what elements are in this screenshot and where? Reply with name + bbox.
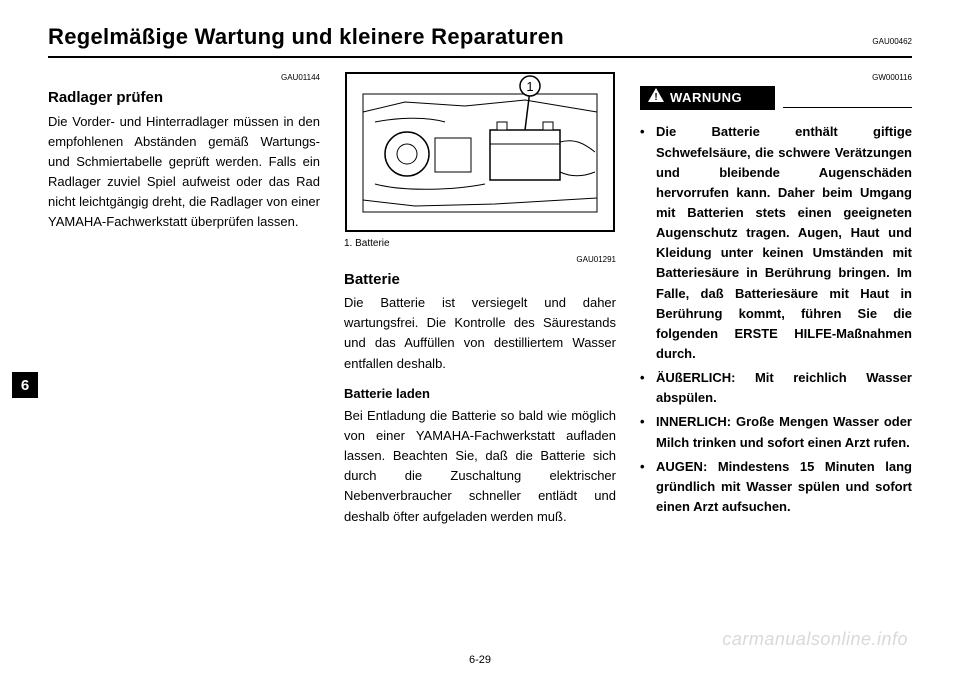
content-columns: GAU01144 Radlager prüfen Die Vorder- und…	[48, 72, 912, 612]
warning-bullet: ÄUßERLICH: Mit reichlich Wasser abspülen…	[640, 368, 912, 408]
chapter-tab: 6	[12, 372, 38, 398]
section-body: Bei Entladung die Batterie so bald wie m…	[344, 406, 616, 527]
warning-badge: ! WARNUNG	[640, 86, 775, 110]
battery-figure: 1	[344, 72, 616, 232]
section-heading-batterie: Batterie	[344, 268, 616, 291]
section-code: GAU01144	[48, 72, 320, 84]
column-2: 1 1. Batterie GAU01291 Batterie Die Batt…	[344, 72, 616, 612]
section-body: Die Batterie ist versiegelt und daher wa…	[344, 293, 616, 374]
section-body: Die Vorder- und Hinterradlager müssen in…	[48, 112, 320, 233]
section-heading-radlager: Radlager prüfen	[48, 86, 320, 109]
figure-caption: 1. Batterie	[344, 236, 616, 252]
warning-bullet: AUGEN: Mindestens 15 Minuten lang gründl…	[640, 457, 912, 517]
column-3: GW000116 ! WARNUNG Die Batterie enthält …	[640, 72, 912, 612]
battery-illustration: 1	[344, 72, 616, 232]
column-1: GAU01144 Radlager prüfen Die Vorder- und…	[48, 72, 320, 612]
warning-triangle-icon: !	[648, 88, 664, 108]
warning-header-row: ! WARNUNG	[640, 86, 912, 112]
watermark: carmanualsonline.info	[722, 629, 908, 650]
manual-page: Regelmäßige Wartung und kleinere Reparat…	[0, 0, 960, 676]
warning-bullet: Die Batterie enthält giftige Schwefelsäu…	[640, 122, 912, 364]
warning-bullet: INNERLICH: Große Mengen Wasser oder Milc…	[640, 412, 912, 452]
warning-rule	[783, 107, 912, 108]
page-header: Regelmäßige Wartung und kleinere Reparat…	[48, 24, 912, 58]
header-code: GAU00462	[872, 37, 912, 46]
warning-bullet-list: Die Batterie enthält giftige Schwefelsäu…	[640, 122, 912, 517]
svg-text:!: !	[654, 92, 657, 102]
section-code: GW000116	[640, 72, 912, 84]
figure-callout-number: 1	[526, 79, 533, 94]
warning-label: WARNUNG	[670, 88, 742, 108]
page-number: 6-29	[0, 654, 960, 666]
subheading-batterie-laden: Batterie laden	[344, 384, 616, 404]
page-title: Regelmäßige Wartung und kleinere Reparat…	[48, 24, 872, 50]
section-code: GAU01291	[344, 254, 616, 266]
